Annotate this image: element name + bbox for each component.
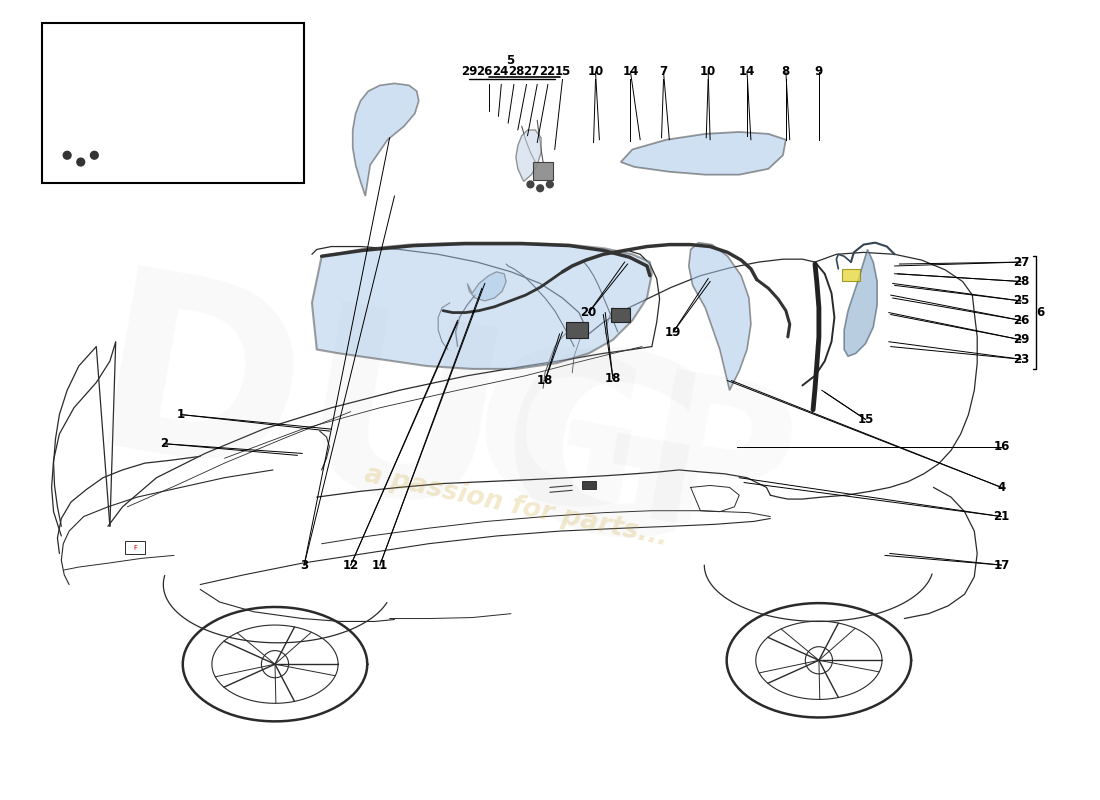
Text: DUG: DUG <box>75 257 724 602</box>
Text: 7: 7 <box>659 66 668 78</box>
Text: 14: 14 <box>739 66 756 78</box>
Polygon shape <box>844 250 877 356</box>
Text: 17: 17 <box>993 558 1010 572</box>
Text: 12: 12 <box>342 558 359 572</box>
Text: 25: 25 <box>1013 294 1030 307</box>
Text: 14: 14 <box>623 66 639 78</box>
Text: 4: 4 <box>998 481 1005 494</box>
Polygon shape <box>516 130 541 182</box>
Text: 1: 1 <box>177 408 185 421</box>
Text: 26: 26 <box>1013 314 1030 327</box>
Text: 11: 11 <box>372 558 388 572</box>
Polygon shape <box>312 242 652 369</box>
Text: 16: 16 <box>993 440 1010 453</box>
Text: 8: 8 <box>782 66 790 78</box>
Text: 21: 21 <box>993 510 1010 523</box>
Text: 27: 27 <box>1013 255 1028 269</box>
Circle shape <box>537 185 543 192</box>
Polygon shape <box>353 83 419 196</box>
Text: 27: 27 <box>524 66 539 78</box>
Bar <box>610 308 630 322</box>
Text: 15: 15 <box>857 413 873 426</box>
Text: 18: 18 <box>537 374 553 387</box>
Text: 15: 15 <box>554 66 571 78</box>
Text: 19: 19 <box>666 326 681 338</box>
Bar <box>582 481 595 490</box>
Text: 9: 9 <box>815 66 823 78</box>
Circle shape <box>547 181 553 188</box>
Text: 10: 10 <box>587 66 604 78</box>
FancyBboxPatch shape <box>42 23 304 183</box>
Text: 24: 24 <box>492 66 508 78</box>
Text: 28: 28 <box>1013 275 1030 288</box>
Text: a passion for parts...: a passion for parts... <box>362 462 670 552</box>
Text: 26: 26 <box>476 66 493 78</box>
Circle shape <box>527 181 534 188</box>
Text: 2: 2 <box>161 438 168 450</box>
Text: 10: 10 <box>700 66 716 78</box>
Text: 18: 18 <box>605 372 621 385</box>
Text: 13: 13 <box>235 41 256 56</box>
Polygon shape <box>132 68 268 133</box>
Circle shape <box>90 151 98 159</box>
Bar <box>534 162 553 179</box>
Polygon shape <box>468 272 506 301</box>
Text: F: F <box>133 545 138 550</box>
Text: 29: 29 <box>461 66 477 78</box>
Bar <box>125 541 145 554</box>
Circle shape <box>64 151 72 159</box>
Text: 22: 22 <box>539 66 556 78</box>
Text: 3: 3 <box>300 558 308 572</box>
Polygon shape <box>689 242 751 390</box>
Bar <box>843 269 860 281</box>
Text: 29: 29 <box>1013 334 1030 346</box>
Text: 28: 28 <box>508 66 524 78</box>
Text: 6: 6 <box>1036 306 1045 319</box>
Text: 5: 5 <box>506 54 514 66</box>
Circle shape <box>77 158 85 166</box>
Text: 20: 20 <box>581 306 597 319</box>
Text: GP: GP <box>455 330 810 586</box>
Text: 23: 23 <box>1013 353 1028 366</box>
Polygon shape <box>620 132 785 174</box>
Bar <box>566 322 587 338</box>
Polygon shape <box>52 68 190 138</box>
